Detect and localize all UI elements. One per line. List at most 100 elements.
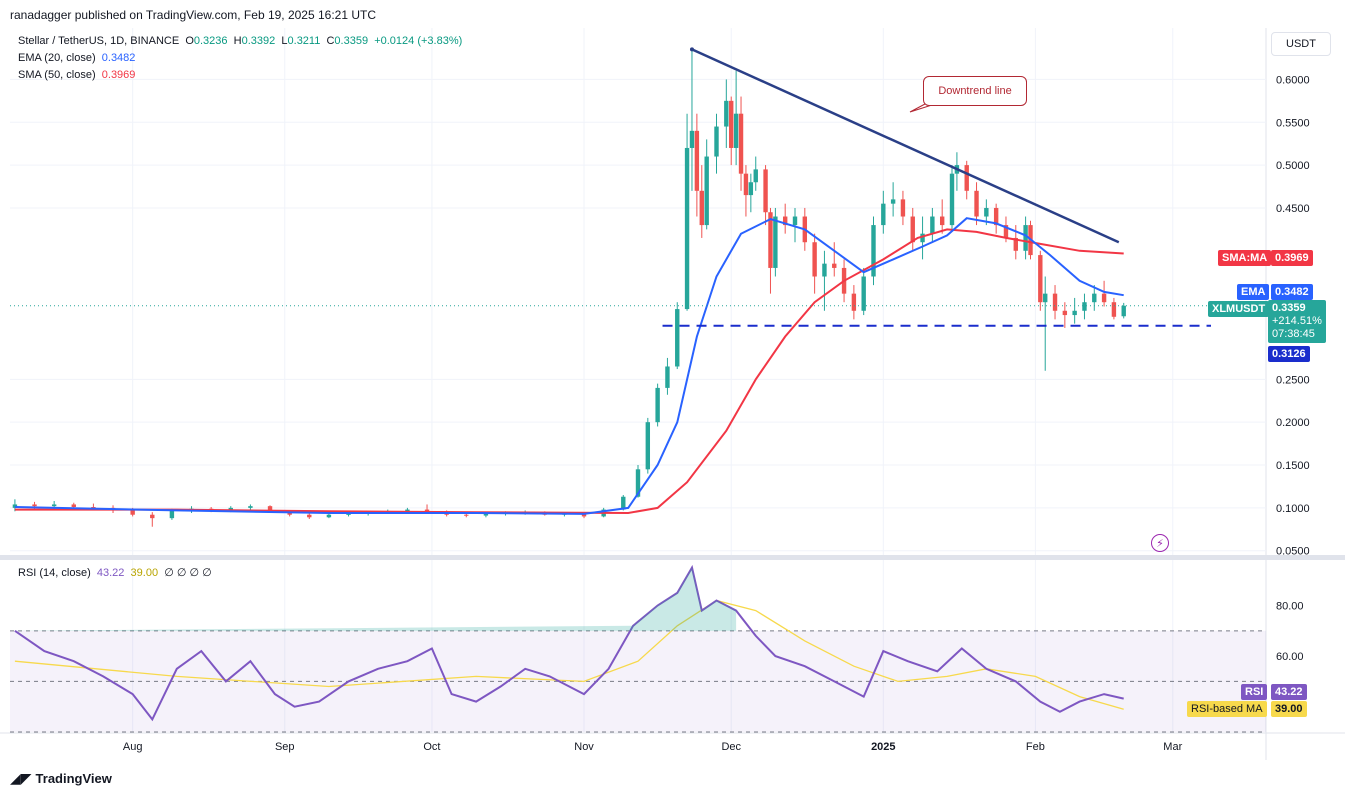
symbol-label: Stellar / TetherUS, 1D, BINANCE	[18, 35, 180, 47]
candle-body	[1101, 293, 1107, 303]
candle-body	[51, 504, 57, 507]
close-value: 0.3359	[334, 35, 369, 47]
candle	[665, 357, 670, 395]
price-tick-label: 0.2000	[1276, 417, 1310, 429]
candle-body	[964, 165, 969, 191]
candle-body	[150, 514, 155, 519]
published-line: ranadagger published on TradingView.com,…	[10, 8, 377, 22]
candle	[684, 113, 690, 311]
candle	[1052, 285, 1058, 320]
candle-body	[812, 242, 817, 277]
tradingview-logo: ◢◤ TradingView	[10, 770, 112, 786]
candle-body	[71, 504, 76, 508]
candle-body	[724, 100, 729, 127]
rsi-ma-tag-value: 39.00	[1271, 701, 1307, 717]
currency-selector[interactable]: USDT	[1271, 32, 1331, 56]
candle	[920, 216, 925, 260]
candle	[675, 302, 680, 370]
candle-body	[714, 126, 719, 157]
candle-body	[1043, 293, 1048, 303]
candle	[964, 160, 969, 200]
candle-body	[729, 100, 734, 148]
time-tick-label: Nov	[574, 741, 594, 753]
candle-body	[405, 509, 410, 512]
sma-legend-value: 0.3969	[101, 69, 136, 81]
candle-body	[1038, 255, 1043, 303]
change-pct: +214.51%	[1272, 315, 1322, 327]
rsi-band	[10, 630, 1266, 733]
rsi-legend-value: 43.22	[96, 567, 125, 579]
price-tick-label: 0.6000	[1276, 74, 1310, 86]
price-tick-label: 0.1000	[1276, 503, 1310, 515]
candle-body	[464, 514, 469, 516]
change-value: +0.0124 (+3.83%)	[374, 35, 463, 47]
candle	[861, 267, 866, 316]
price-tick-label: 0.2500	[1276, 374, 1310, 386]
lightning-icon[interactable]: ⚡	[1151, 534, 1169, 552]
rsi-tag-value: 43.22	[1271, 684, 1307, 700]
rsi-extra: ∅ ∅ ∅ ∅	[164, 567, 212, 579]
grid	[0, 28, 1345, 760]
candle-body	[871, 225, 876, 277]
candle-body	[1062, 310, 1068, 316]
candle	[1038, 250, 1043, 311]
rsi-tick-label: 80.00	[1276, 601, 1304, 613]
candle-body	[832, 263, 837, 268]
candle-body	[900, 199, 906, 217]
legend-rsi: RSI (14, close) 43.22 39.00 ∅ ∅ ∅ ∅	[18, 567, 212, 579]
candle-body	[91, 507, 96, 509]
candle-body	[1121, 305, 1126, 317]
time-tick-label: Sep	[275, 741, 295, 753]
candle	[1082, 293, 1087, 320]
ema-price-tag: EMA	[1237, 284, 1270, 300]
time-tick-label: Dec	[721, 741, 741, 753]
candle-body	[939, 216, 945, 226]
rsi-line	[14, 564, 1124, 722]
candle-body	[1092, 293, 1097, 303]
price-tick-label: 0.5000	[1276, 160, 1310, 172]
candle-body	[890, 199, 896, 204]
candle-body	[881, 203, 886, 226]
ema-price-value: 0.3482	[1271, 284, 1313, 300]
candle	[307, 513, 312, 520]
candle-body	[763, 169, 768, 213]
tradingview-mark-icon: ◢◤	[10, 770, 32, 786]
candle	[699, 165, 704, 238]
candle-body	[699, 190, 704, 226]
candle	[1092, 285, 1097, 311]
candle	[782, 203, 788, 234]
candle	[832, 242, 837, 277]
candle-body	[32, 504, 37, 507]
candle-body	[768, 212, 773, 268]
candle	[974, 182, 979, 226]
candle	[655, 383, 660, 427]
candle-body	[782, 216, 788, 226]
candle	[1023, 216, 1028, 260]
candle-body	[267, 506, 273, 513]
candle-body	[1023, 225, 1028, 251]
candle	[881, 190, 886, 234]
ema20-line	[14, 217, 1124, 515]
candle-body	[743, 173, 749, 196]
candle-body	[684, 147, 690, 310]
indicator-lines	[10, 47, 1266, 515]
rsi-tag-label: RSI	[1241, 684, 1268, 700]
rsi-overbought-fill	[14, 567, 737, 631]
time-tick-label: 2025	[871, 741, 895, 753]
downtrend-annotation[interactable]: Downtrend line	[923, 76, 1027, 106]
candle	[748, 173, 754, 213]
candle	[1072, 297, 1077, 324]
candle	[694, 113, 700, 217]
candle-body	[984, 207, 989, 217]
candle-body	[851, 293, 857, 311]
candle	[150, 512, 155, 527]
sma-price-tag: SMA:MA	[1218, 250, 1272, 266]
sma50-line	[14, 228, 1124, 515]
price-tick-label: 0.4500	[1276, 203, 1310, 215]
candle-body	[974, 190, 979, 217]
candle	[326, 513, 332, 519]
bar-countdown: 07:38:45	[1272, 328, 1315, 340]
rsi-tick-label: 60.00	[1276, 651, 1304, 663]
candle	[851, 285, 857, 320]
